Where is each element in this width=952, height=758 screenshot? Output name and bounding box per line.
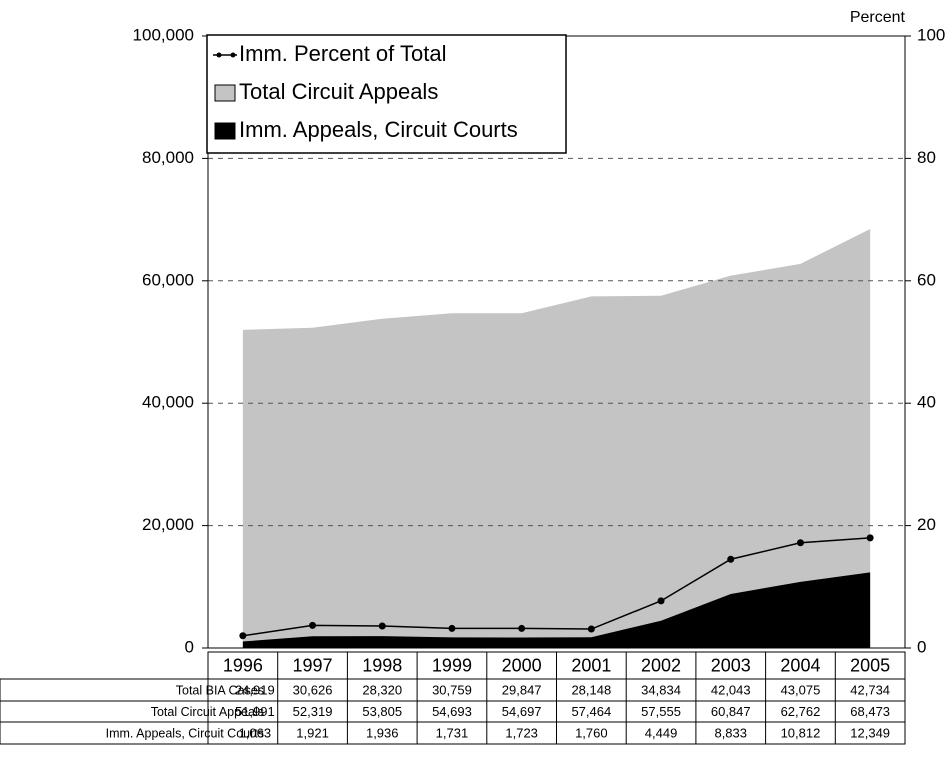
y-tick-label: 80,000 [142,148,194,167]
marker [866,534,874,542]
table-cell: 51,991 [235,704,275,719]
table-cell: 68,473 [850,704,890,719]
table-cell: 34,834 [641,682,681,697]
area [242,572,871,648]
marker [378,622,386,630]
x-tick-label: 1998 [362,655,402,675]
table-cell: 54,693 [432,704,472,719]
marker [309,621,317,629]
y2-tick-label: 20 [917,515,936,534]
marker [448,624,456,632]
table-row-label: Imm. Appeals, Circuit Courts [106,726,264,740]
table-cell: 43,075 [781,682,821,697]
legend-label: Total Circuit Appeals [239,79,438,104]
table-row-label: Total Circuit Appeals [151,705,264,719]
table-cell: 60,847 [711,704,751,719]
x-tick-label: 2003 [711,655,751,675]
y2-tick-label: 40 [917,393,936,412]
table-cell: 29,847 [502,682,542,697]
table-cell: 52,319 [293,704,333,719]
legend-label: Imm. Appeals, Circuit Courts [239,117,518,142]
legend-marker [216,52,222,58]
y2-axis-label: Percent [850,9,906,26]
x-tick-label: 2001 [571,655,611,675]
y-tick-label: 20,000 [142,515,194,534]
marker [727,555,735,563]
table-cell: 30,626 [293,682,333,697]
table-cell: 1,760 [575,725,608,740]
marker [518,624,526,632]
table-cell: 1,723 [505,725,538,740]
x-tick-label: 2004 [780,655,820,675]
area [242,228,871,648]
table-cell: 42,734 [850,682,890,697]
marker [657,597,665,605]
legend-swatch [214,84,236,102]
table-cell: 1,731 [436,725,469,740]
table-cell: 53,805 [362,704,402,719]
legend-label: Imm. Percent of Total [239,41,446,66]
y-tick-label: 40,000 [142,393,194,412]
y2-tick-label: 80 [917,148,936,167]
table-cell: 10,812 [781,725,821,740]
marker [796,539,804,547]
y-tick-label: 0 [185,637,194,656]
legend-box [206,34,567,154]
table-cell: 28,320 [362,682,402,697]
table-cell: 54,697 [502,704,542,719]
table-cell: 57,555 [641,704,681,719]
y-tick-label: 60,000 [142,270,194,289]
table-cell: 4,449 [645,725,678,740]
x-tick-label: 2005 [850,655,890,675]
table-cell: 24,919 [235,682,275,697]
legend-swatch [214,122,236,140]
x-tick-label: 2002 [641,655,681,675]
line [242,537,871,637]
table-cell: 62,762 [781,704,821,719]
table-cell: 57,464 [571,704,611,719]
x-tick-label: 1996 [223,655,263,675]
marker [239,632,247,640]
table-cell: 1,936 [366,725,399,740]
y-tick-label: 100,000 [133,25,194,44]
table-cell: 42,043 [711,682,751,697]
marker [587,625,595,633]
x-tick-label: 1999 [432,655,472,675]
table-cell: 30,759 [432,682,472,697]
x-tick-label: 1997 [293,655,333,675]
table-row-label: Total BIA Cases [176,683,264,697]
table-cell: 1,921 [296,725,329,740]
y2-tick-label: 0 [917,637,926,656]
table-cell: 8,833 [714,725,747,740]
y2-tick-label: 100 [917,25,945,44]
table-cell: 12,349 [850,725,890,740]
x-tick-label: 2000 [502,655,542,675]
y2-tick-label: 60 [917,270,936,289]
table-cell: 1,063 [239,725,272,740]
legend-marker [230,52,236,58]
table-cell: 28,148 [571,682,611,697]
